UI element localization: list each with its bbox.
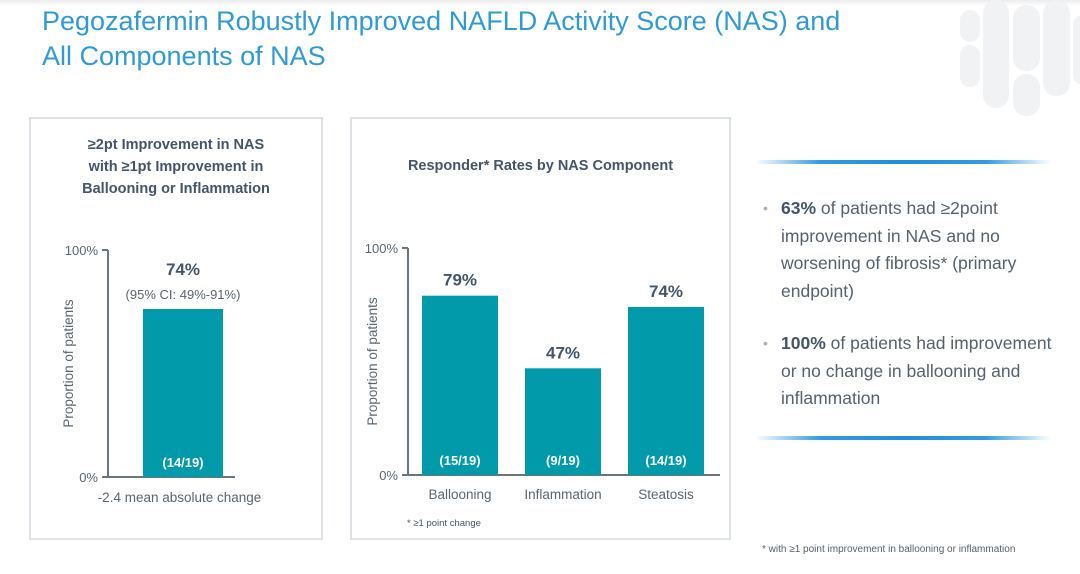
y-tick-label-min: 0%: [79, 470, 98, 485]
bar-chart-nas-improvement: 100% 0% Proportion of patients 74% (14/19) (9…: [61, 243, 262, 505]
bullet-text: of patients had ≥2point improvement in N…: [781, 198, 1017, 301]
bar-value: [143, 309, 223, 477]
confidence-interval-label: (95% CI: 49%-91%): [126, 287, 241, 302]
decorative-pill-logo: [960, 0, 1080, 116]
top-shade: [0, 0, 1080, 6]
bar-value-label: 74%: [166, 260, 200, 279]
x-tick-label: Inflammation: [524, 487, 601, 502]
bar-ballooning: [422, 295, 498, 475]
key-findings-box: • 63% of patients had ≥2point improvemen…: [755, 155, 1055, 445]
x-tick-label: Ballooning: [428, 487, 491, 502]
bar-value-label: 47%: [546, 343, 580, 362]
divider-bottom: [755, 436, 1051, 440]
bar-steatosis: [628, 307, 704, 475]
bullet-highlight: 63%: [781, 198, 817, 218]
bar-count-label: (14/19): [645, 453, 686, 468]
y-axis-label: Proportion of patients: [61, 299, 76, 428]
bullet-highlight: 100%: [781, 333, 826, 353]
chart-title-line-3: Ballooning or Inflammation: [82, 181, 270, 197]
slide-title-line-1: Pegozafermin Robustly Improved NAFLD Act…: [42, 6, 841, 36]
bar-count-label: (9/19): [546, 453, 580, 468]
bullet-dot-icon: •: [763, 335, 768, 351]
chart-title-line-1: ≥2pt Improvement in NAS: [87, 137, 265, 153]
bar-count-label: (15/19): [439, 453, 480, 468]
bar-value-label: 79%: [443, 271, 477, 290]
divider-top: [755, 160, 1051, 164]
x-tick-label: Steatosis: [638, 487, 694, 502]
chart-title-line-2: with ≥1pt Improvement in: [88, 159, 264, 175]
bar-chart-responder-rates: 100% 0% Proportion of patients 79% (15/19) Ba…: [365, 241, 720, 502]
slide-title-line-2: All Components of NAS: [42, 41, 326, 71]
bar-inflammation: [525, 368, 601, 475]
bar-count-label: (14/19): [162, 455, 203, 470]
bullet-item: • 63% of patients had ≥2point improvemen…: [763, 195, 1053, 305]
slide-title: Pegozafermin Robustly Improved NAFLD Act…: [42, 4, 962, 74]
x-axis-label: -2.4 mean absolute change: [98, 490, 262, 505]
bullet-item: • 100% of patients had improvement or no…: [763, 330, 1053, 413]
bullet-text: of patients had improvement or no change…: [781, 333, 1052, 408]
chart-panel-nas-improvement: ≥2pt Improvement in NAS with ≥1pt Improv…: [29, 117, 323, 540]
chart-title: ≥2pt Improvement in NAS with ≥1pt Improv…: [31, 134, 321, 200]
y-tick-label-max: 100%: [365, 241, 399, 256]
y-axis-label: Proportion of patients: [365, 297, 380, 426]
y-tick-label-min: 0%: [379, 468, 398, 483]
y-tick-label-max: 100%: [65, 243, 99, 258]
bullet-dot-icon: •: [763, 200, 768, 216]
chart-footnote: * ≥1 point change: [407, 518, 481, 529]
chart-panel-responder-rates: Responder* Rates by NAS Component 100% 0%…: [350, 117, 731, 540]
page-footnote: * with ≥1 point improvement in balloonin…: [762, 544, 1016, 555]
bar-value-label: 74%: [649, 282, 683, 301]
chart-title: Responder* Rates by NAS Component: [407, 158, 674, 174]
